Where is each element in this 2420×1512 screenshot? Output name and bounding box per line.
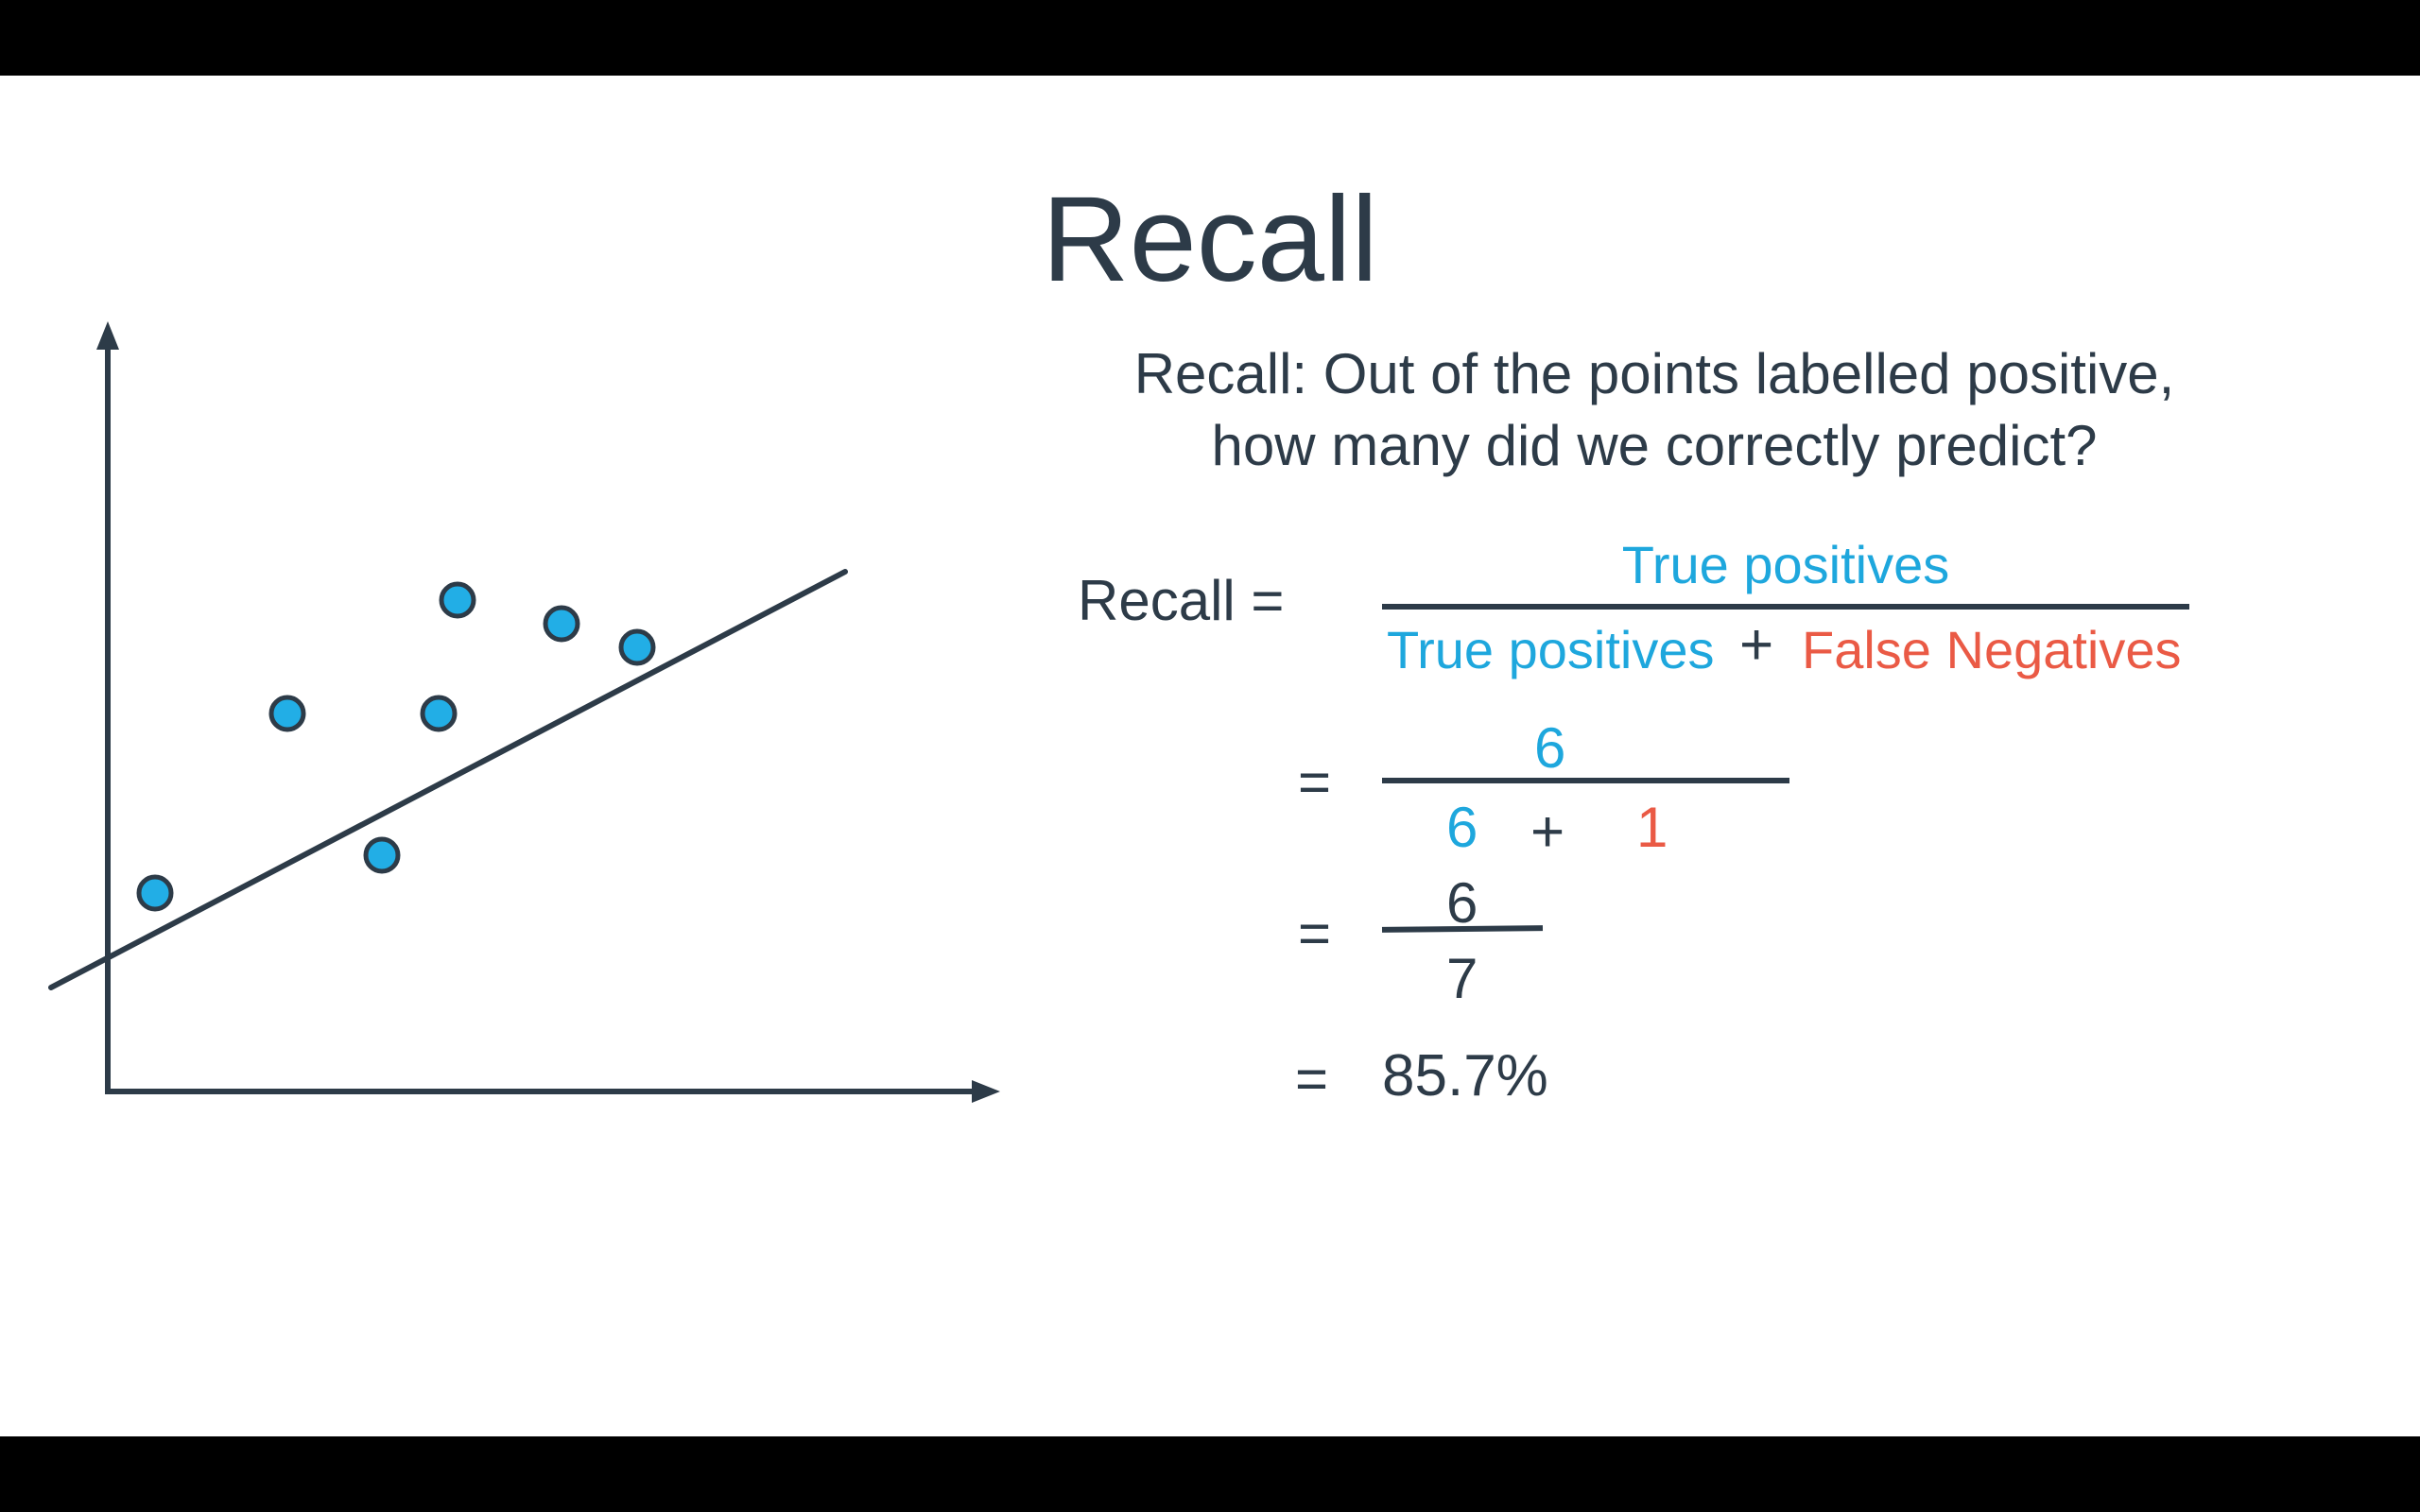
formula-plus: + — [1739, 612, 1774, 678]
formula-denominator-false-negatives: False Negatives — [1802, 620, 2182, 679]
step1-numerator: 6 — [1534, 716, 1566, 780]
data-point-3 — [363, 836, 401, 874]
step1-denominator-right: 1 — [1636, 796, 1668, 859]
formula-numerator: True positives — [1621, 535, 1950, 594]
step2-numerator: 6 — [1446, 871, 1478, 935]
data-point-1 — [136, 874, 174, 912]
step2-equals: = — [1298, 902, 1332, 965]
decision-boundary-line — [48, 569, 848, 990]
step2-denominator: 7 — [1446, 947, 1478, 1010]
data-points — [136, 581, 656, 912]
question-line-2: how many did we correctly predict? — [1211, 414, 2098, 477]
data-point-6 — [543, 605, 580, 643]
formula-denominator-true-positives: True positives — [1387, 620, 1715, 679]
step1-equals: = — [1298, 750, 1332, 814]
result-equals: = — [1295, 1047, 1329, 1110]
x-axis-arrowhead — [972, 1080, 1000, 1103]
letterbox-bottom — [0, 1436, 2420, 1512]
step1-fraction-bar — [1382, 778, 1789, 783]
recall-label: Recall = — [1078, 569, 1285, 632]
data-point-2 — [268, 695, 306, 732]
result-value: 85.7% — [1382, 1043, 1548, 1108]
data-point-7 — [618, 628, 656, 666]
step1-plus: + — [1530, 799, 1565, 865]
data-point-5 — [439, 581, 476, 619]
slide-title: Recall — [1042, 172, 1378, 307]
y-axis-arrowhead — [96, 321, 119, 350]
formula-fraction-bar — [1382, 604, 2189, 610]
data-point-4 — [420, 695, 458, 732]
step1-denominator-left: 6 — [1446, 796, 1478, 859]
question-line-1: Recall: Out of the points labelled posit… — [1133, 342, 2175, 405]
letterbox-top — [0, 0, 2420, 76]
slide — [0, 76, 2420, 1436]
